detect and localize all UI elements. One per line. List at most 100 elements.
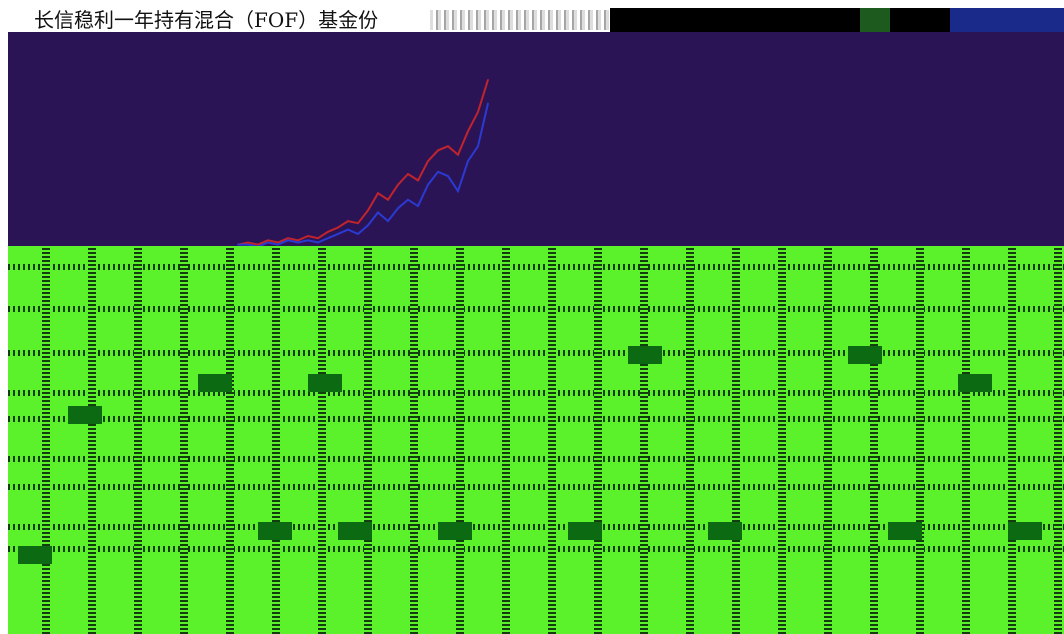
table-vrule bbox=[594, 246, 602, 634]
table-block bbox=[258, 522, 292, 540]
table-vrule bbox=[88, 246, 96, 634]
series-1-point bbox=[347, 220, 349, 222]
series-1-point bbox=[257, 243, 259, 246]
table-block bbox=[438, 522, 472, 540]
table-vrule bbox=[180, 246, 188, 634]
table-vrule bbox=[134, 246, 142, 634]
series-2-point bbox=[487, 102, 489, 105]
series-1-point bbox=[307, 235, 309, 237]
series-2-point bbox=[417, 205, 419, 207]
table-vrule bbox=[456, 246, 464, 634]
table-vrule bbox=[318, 246, 326, 634]
series-2-point bbox=[317, 241, 319, 244]
table-block bbox=[198, 374, 232, 392]
series-2-point bbox=[357, 233, 359, 235]
table-block bbox=[568, 522, 602, 540]
series-1-point bbox=[287, 237, 289, 239]
series-2-point bbox=[397, 207, 399, 209]
line-chart bbox=[237, 79, 489, 246]
series-1-point bbox=[297, 239, 299, 242]
series-1-point bbox=[277, 241, 279, 244]
series-2-point bbox=[297, 241, 299, 244]
series-2-point bbox=[457, 190, 459, 192]
series-1-point bbox=[417, 179, 419, 182]
table-block bbox=[708, 522, 742, 540]
series-1-point bbox=[487, 79, 489, 81]
data-table-area bbox=[8, 246, 1064, 634]
series-2-point bbox=[307, 239, 309, 242]
series-1-point bbox=[377, 192, 379, 194]
series-2-point bbox=[427, 183, 429, 186]
series-2-point bbox=[237, 243, 239, 246]
table-vrule bbox=[732, 246, 740, 634]
series-1-point bbox=[367, 209, 369, 212]
header-accent-blue bbox=[950, 8, 1064, 32]
table-hrule bbox=[8, 456, 1064, 462]
series-2-point bbox=[287, 239, 289, 242]
series-1-point bbox=[327, 231, 329, 233]
series-2-point bbox=[367, 224, 369, 227]
header-accent-green bbox=[860, 8, 890, 32]
series-2-point bbox=[437, 171, 439, 173]
series-1-point bbox=[247, 241, 249, 244]
table-hrule bbox=[8, 484, 1064, 490]
table-vrule bbox=[272, 246, 280, 634]
table-vrule bbox=[226, 246, 234, 634]
table-hrule bbox=[8, 306, 1064, 312]
table-vrule bbox=[686, 246, 694, 634]
table-block bbox=[888, 522, 922, 540]
table-hrule bbox=[8, 264, 1064, 270]
series-1-point bbox=[357, 222, 359, 224]
table-vrule bbox=[640, 246, 648, 634]
series-1-point bbox=[477, 111, 479, 113]
series-1-point bbox=[397, 183, 399, 186]
series-1-point bbox=[427, 160, 429, 162]
table-block bbox=[308, 374, 342, 392]
table-block bbox=[1008, 522, 1042, 540]
series-2-point bbox=[407, 198, 409, 201]
table-vrule bbox=[962, 246, 970, 634]
title-noise-strip bbox=[430, 10, 610, 30]
table-vrule bbox=[870, 246, 878, 634]
table-vrule bbox=[502, 246, 510, 634]
table-block bbox=[338, 522, 372, 540]
table-hrule bbox=[8, 546, 1064, 552]
chart-panel bbox=[8, 32, 1064, 246]
series-1-point bbox=[317, 237, 319, 239]
table-vrule bbox=[1008, 246, 1016, 634]
series-2-point bbox=[447, 175, 449, 177]
table-vrule bbox=[824, 246, 832, 634]
series-1-point bbox=[467, 130, 469, 132]
series-2-point bbox=[387, 220, 389, 222]
series-1-point bbox=[387, 198, 389, 201]
series-line-1 bbox=[237, 79, 489, 246]
table-block bbox=[68, 406, 102, 424]
chart-title: 长信稳利一年持有混合（FOF）基金份 bbox=[34, 8, 379, 32]
series-2-point bbox=[347, 228, 349, 231]
table-vrule bbox=[42, 246, 50, 634]
header-dark-band bbox=[610, 8, 1064, 32]
series-2-point bbox=[327, 237, 329, 239]
series-2-point bbox=[277, 243, 279, 246]
table-block bbox=[628, 346, 662, 364]
series-2-point bbox=[467, 160, 469, 162]
table-hrule bbox=[8, 390, 1064, 396]
table-block bbox=[848, 346, 882, 364]
table-vrule bbox=[916, 246, 924, 634]
table-vrule bbox=[548, 246, 556, 634]
table-block bbox=[18, 546, 52, 564]
table-hrule bbox=[8, 416, 1064, 422]
series-2-point bbox=[337, 233, 339, 235]
table-vrule bbox=[410, 246, 418, 634]
table-vrule bbox=[364, 246, 372, 634]
series-2-point bbox=[247, 243, 249, 246]
series-layer bbox=[237, 79, 489, 246]
series-1-point bbox=[337, 226, 339, 229]
table-block bbox=[958, 374, 992, 392]
table-vrule bbox=[778, 246, 786, 634]
series-line-2 bbox=[238, 103, 489, 246]
series-1-point bbox=[437, 149, 439, 152]
table-hrule bbox=[8, 524, 1064, 530]
table-vrule bbox=[1054, 246, 1062, 634]
series-1-point bbox=[267, 239, 269, 242]
